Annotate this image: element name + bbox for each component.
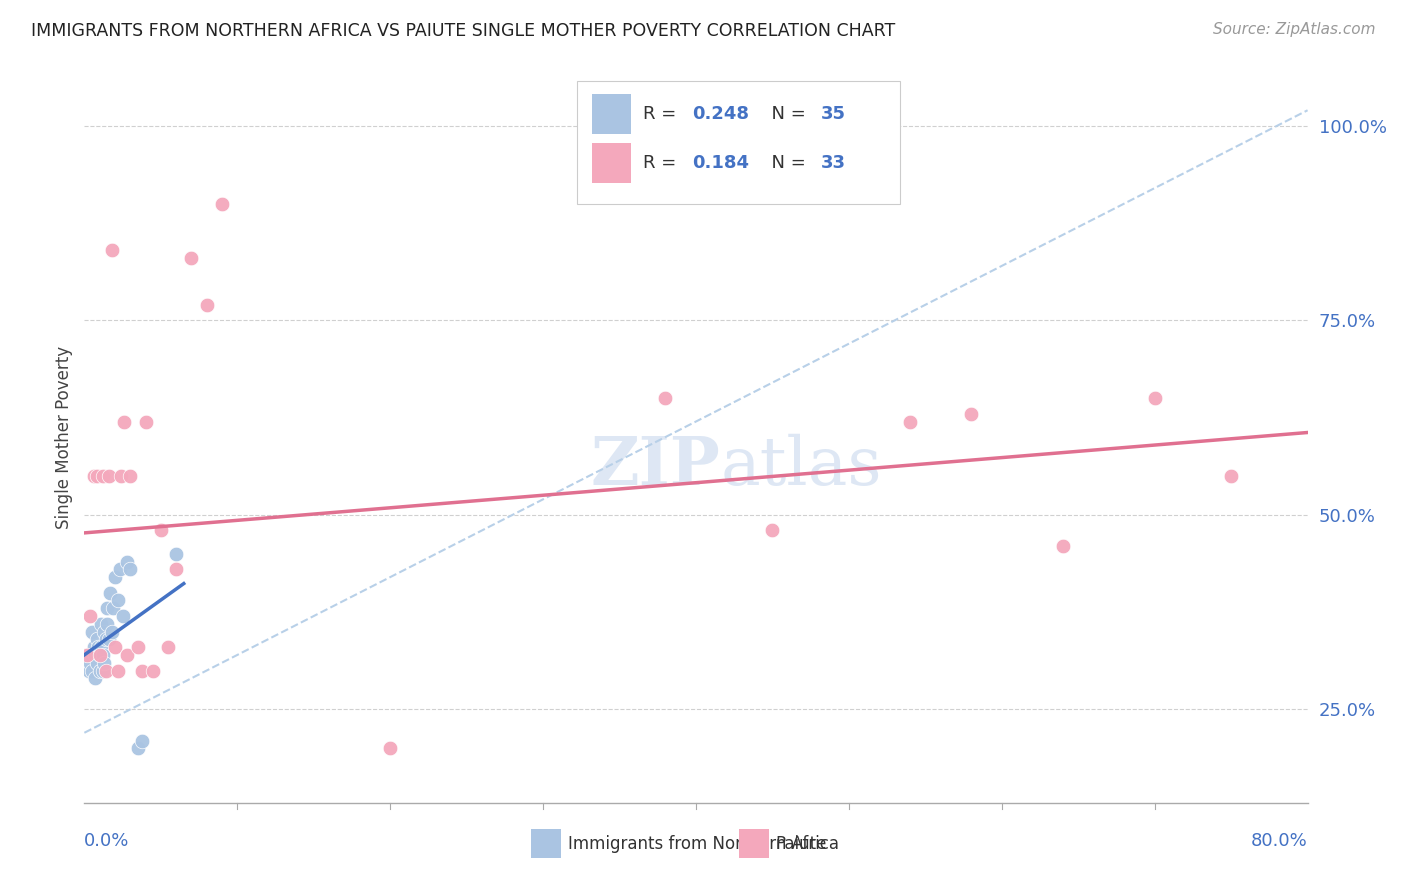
Point (898, 415, 921, 429)
Point (101, 244, 124, 258)
Point (107, 664, 129, 678)
Point (135, 415, 157, 429)
Point (195, 298, 218, 312)
Point (654, 391, 676, 405)
Point (120, 469, 142, 483)
Point (83, 640, 105, 655)
Point (84, 671, 107, 685)
FancyBboxPatch shape (592, 143, 631, 183)
Point (86, 632, 108, 647)
Text: Source: ZipAtlas.com: Source: ZipAtlas.com (1212, 22, 1375, 37)
Point (127, 741, 149, 756)
Point (91, 469, 114, 483)
Point (104, 640, 127, 655)
Point (157, 640, 180, 655)
Text: N =: N = (759, 105, 811, 123)
Text: IMMIGRANTS FROM NORTHERN AFRICA VS PAIUTE SINGLE MOTHER POVERTY CORRELATION CHAR: IMMIGRANTS FROM NORTHERN AFRICA VS PAIUT… (31, 22, 896, 40)
Point (76, 648, 98, 662)
Point (93, 624, 115, 639)
Point (89, 648, 111, 662)
Point (98, 585, 121, 599)
Text: 33: 33 (821, 154, 846, 172)
Text: 80.0%: 80.0% (1251, 832, 1308, 850)
Point (79, 609, 101, 624)
Point (80, 624, 103, 639)
Point (77, 664, 100, 678)
Point (211, 196, 233, 211)
FancyBboxPatch shape (592, 94, 631, 135)
Point (110, 469, 132, 483)
Text: Paiute: Paiute (776, 835, 827, 853)
Point (1052, 539, 1074, 553)
Point (142, 664, 165, 678)
Point (960, 407, 983, 421)
Point (94, 632, 117, 647)
Point (101, 624, 124, 639)
Text: Immigrants from Northern Africa: Immigrants from Northern Africa (568, 835, 838, 853)
FancyBboxPatch shape (738, 830, 769, 858)
Point (86, 656, 108, 670)
Text: 35: 35 (821, 105, 846, 123)
FancyBboxPatch shape (578, 81, 900, 204)
Y-axis label: Single Mother Poverty: Single Mother Poverty (55, 345, 73, 529)
Point (89, 648, 111, 662)
Point (97, 632, 120, 647)
Point (108, 562, 131, 576)
Point (120, 562, 142, 576)
Text: R =: R = (644, 154, 682, 172)
Point (115, 555, 138, 569)
Point (76, 648, 98, 662)
Point (87, 640, 110, 655)
Point (97, 469, 120, 483)
Point (86, 469, 108, 483)
Point (90, 616, 112, 631)
Point (165, 547, 187, 561)
Point (180, 251, 202, 265)
Point (90, 640, 112, 655)
Point (91, 664, 114, 678)
Text: 0.248: 0.248 (692, 105, 749, 123)
Point (761, 524, 783, 538)
Point (127, 640, 149, 655)
Point (103, 601, 125, 615)
Point (96, 616, 118, 631)
Point (94, 664, 117, 678)
Point (83, 469, 105, 483)
Text: ZIP: ZIP (591, 434, 720, 499)
Text: atlas: atlas (720, 434, 882, 499)
Point (107, 593, 129, 607)
Point (80, 664, 103, 678)
Point (84, 648, 107, 662)
Point (165, 562, 187, 576)
Text: R =: R = (644, 105, 682, 123)
Text: N =: N = (759, 154, 811, 172)
Point (149, 524, 172, 538)
Text: 0.184: 0.184 (692, 154, 749, 172)
Point (96, 601, 118, 615)
Point (93, 656, 115, 670)
Point (79, 656, 101, 670)
FancyBboxPatch shape (531, 830, 561, 858)
Point (111, 609, 134, 624)
Point (380, 741, 402, 756)
Point (115, 648, 138, 662)
Point (1220, 469, 1243, 483)
Text: 0.0%: 0.0% (84, 832, 129, 850)
Point (131, 733, 153, 747)
Point (112, 415, 135, 429)
Point (91, 648, 114, 662)
Point (131, 664, 153, 678)
Point (1143, 391, 1166, 405)
Point (89, 664, 111, 678)
Point (104, 570, 127, 584)
